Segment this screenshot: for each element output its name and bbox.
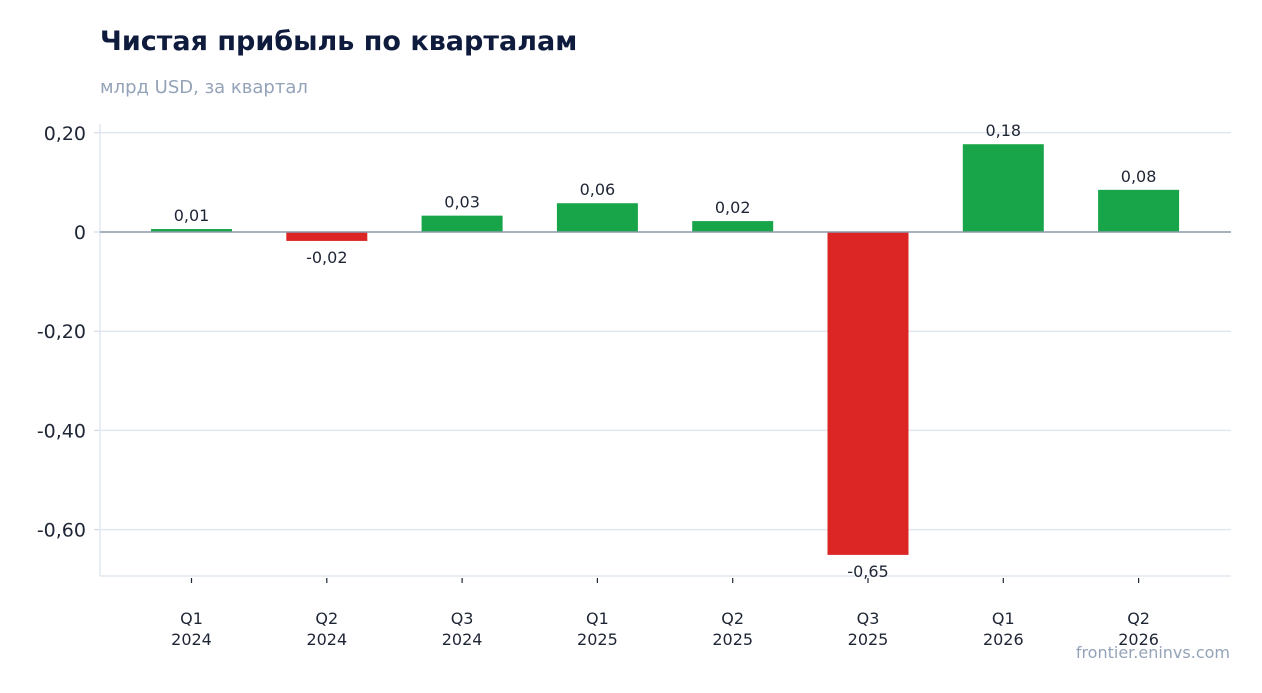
x-tick-label-quarter: Q1	[992, 609, 1015, 628]
bar	[962, 144, 1044, 232]
x-tick-label-year: 2025	[577, 630, 618, 649]
data-label: 0,01	[174, 206, 210, 225]
labels: 0,20 0 -0,20 -0,40 -0,60 0,01 Q1 2024 -0,02 Q2 202…	[37, 121, 1159, 649]
x-tick-label-year: 2025	[848, 630, 889, 649]
bar	[151, 229, 232, 232]
chart-title: Чистая прибыль по кварталам	[100, 26, 578, 57]
x-tick-label-year: 2026	[1118, 630, 1159, 649]
bar	[1098, 189, 1180, 232]
bar	[421, 215, 503, 232]
y-tick-label: -0,20	[37, 321, 86, 343]
data-label: 0,02	[715, 198, 751, 217]
x-tick-label-quarter: Q2	[721, 609, 744, 628]
data-label: -0,02	[306, 248, 347, 267]
y-tick-label: -0,40	[37, 420, 86, 442]
x-tick-label-quarter: Q3	[451, 609, 474, 628]
x-tick-label-quarter: Q1	[180, 609, 203, 628]
y-tick-label: 0,20	[44, 123, 86, 145]
x-tick-label-quarter: Q3	[857, 609, 880, 628]
bars	[151, 144, 1180, 555]
x-tick-label-year: 2024	[442, 630, 483, 649]
y-tick-label: -0,60	[37, 520, 86, 542]
y-tick-label: 0	[74, 222, 86, 244]
x-tick-label-year: 2024	[171, 630, 212, 649]
x-tick-label-year: 2026	[983, 630, 1024, 649]
data-label: -0,65	[847, 562, 888, 581]
x-tick-label-year: 2024	[306, 630, 347, 649]
grid-lines	[100, 132, 1231, 531]
bar	[286, 232, 368, 241]
data-label: 0,08	[1121, 167, 1157, 186]
data-label: 0,18	[985, 121, 1021, 140]
data-label: 0,06	[580, 180, 616, 199]
bar	[556, 203, 638, 232]
x-tick-label-quarter: Q1	[586, 609, 609, 628]
axes	[94, 124, 1231, 583]
x-tick-label-quarter: Q2	[1127, 609, 1150, 628]
bar	[692, 221, 774, 232]
bar	[827, 232, 909, 555]
data-label: 0,03	[444, 193, 480, 212]
chart-subtitle: млрд USD, за квартал	[100, 77, 308, 98]
source-watermark: frontier.eninvs.com	[1075, 643, 1230, 662]
x-tick-label-quarter: Q2	[315, 609, 338, 628]
x-tick-label-year: 2025	[712, 630, 753, 649]
